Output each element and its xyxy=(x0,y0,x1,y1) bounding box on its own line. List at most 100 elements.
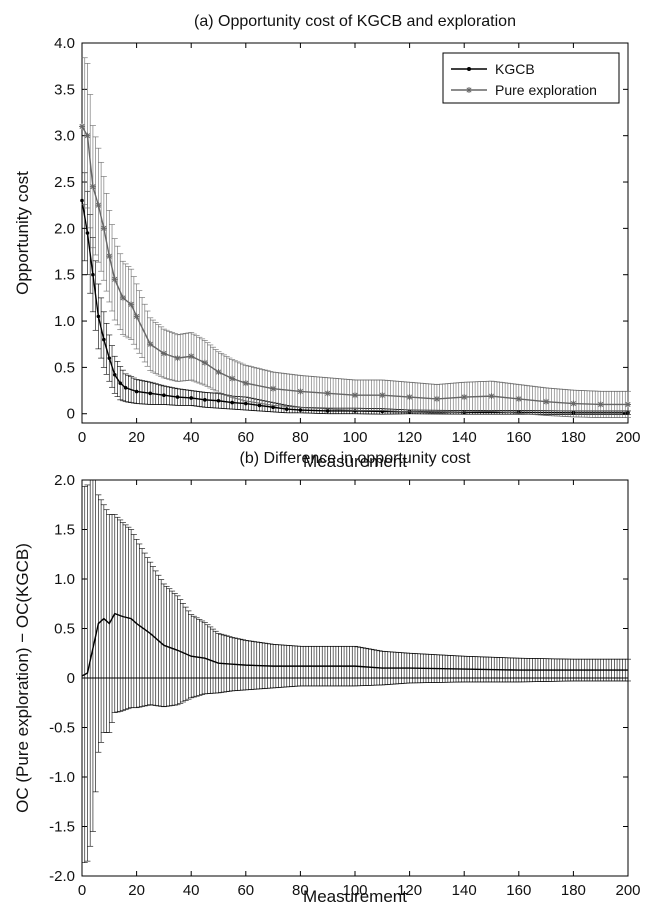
y-tick-label: 1.0 xyxy=(54,571,75,588)
data-point xyxy=(297,388,303,394)
legend-label: Pure exploration xyxy=(495,82,597,98)
data-point xyxy=(258,404,262,408)
data-point xyxy=(379,392,385,398)
y-tick-label: 0 xyxy=(67,670,75,687)
data-point xyxy=(270,386,276,392)
chart-title: (a) Opportunity cost of KGCB and explora… xyxy=(194,13,516,30)
y-tick-label: 0 xyxy=(67,406,75,423)
x-tick-label: 40 xyxy=(183,429,200,446)
data-point xyxy=(79,123,85,129)
data-point xyxy=(124,386,128,390)
x-tick-label: 160 xyxy=(506,882,531,899)
y-tick-label: -1.0 xyxy=(49,769,75,786)
x-tick-label: 140 xyxy=(452,882,477,899)
legend: KGCB Pure exploration xyxy=(443,53,619,103)
data-point xyxy=(102,338,106,342)
data-point xyxy=(244,402,248,406)
y-tick-label: -2.0 xyxy=(49,868,75,885)
data-point xyxy=(120,295,126,301)
x-tick-label: 20 xyxy=(128,882,145,899)
x-tick-label: 0 xyxy=(78,429,86,446)
data-point xyxy=(135,390,139,394)
data-point xyxy=(148,392,152,396)
x-tick-label: 160 xyxy=(506,429,531,446)
data-point xyxy=(325,390,331,396)
y-tick-label: 2.0 xyxy=(54,472,75,489)
data-point xyxy=(80,199,84,203)
data-point xyxy=(108,356,112,360)
chart-panel-b: (b) Difference in opportunity cost 0 20 40 6… xyxy=(13,450,641,905)
data-point xyxy=(95,202,101,208)
y-tick-label: -1.5 xyxy=(49,819,75,836)
y-tick-label: 1.5 xyxy=(54,267,75,284)
data-point xyxy=(625,401,631,407)
data-point xyxy=(543,399,549,405)
data-point xyxy=(598,401,604,407)
x-tick-label: 80 xyxy=(292,429,309,446)
data-point xyxy=(162,393,166,397)
data-point xyxy=(113,373,117,377)
data-point xyxy=(489,393,495,399)
data-point xyxy=(118,381,122,385)
y-tick-label: 0.5 xyxy=(54,621,75,638)
data-point xyxy=(203,398,207,402)
series-pure-exploration xyxy=(79,58,631,418)
data-point xyxy=(90,184,96,190)
data-point xyxy=(352,392,358,398)
data-point xyxy=(230,401,234,405)
legend-marker xyxy=(467,67,471,71)
y-tick-label: 4.0 xyxy=(54,35,75,52)
data-point xyxy=(91,273,95,277)
y-tick-label: 2.0 xyxy=(54,220,75,237)
data-point xyxy=(188,353,194,359)
x-tick-label: 200 xyxy=(615,882,640,899)
x-tick-label: 200 xyxy=(615,429,640,446)
data-point xyxy=(217,399,221,403)
data-point xyxy=(86,231,90,235)
chart-title: (b) Difference in opportunity cost xyxy=(240,450,471,467)
y-tick-label: 0.5 xyxy=(54,359,75,376)
data-point xyxy=(189,396,193,400)
data-point xyxy=(112,276,118,282)
data-point xyxy=(516,396,522,402)
legend-label: KGCB xyxy=(495,61,535,77)
data-point xyxy=(285,407,289,411)
data-point xyxy=(134,313,140,319)
data-point xyxy=(570,401,576,407)
data-point xyxy=(461,394,467,400)
data-point xyxy=(202,360,208,366)
x-axis-label: Measurement xyxy=(303,887,407,905)
data-point xyxy=(407,394,413,400)
y-tick-label: 3.0 xyxy=(54,128,75,145)
x-tick-label: 40 xyxy=(183,882,200,899)
data-point xyxy=(243,380,249,386)
y-tick-label: 1.5 xyxy=(54,522,75,539)
data-point xyxy=(229,376,235,382)
data-point xyxy=(84,133,90,139)
data-point xyxy=(161,350,167,356)
data-point xyxy=(434,396,440,402)
x-tick-label: 20 xyxy=(128,429,145,446)
x-tick-label: 180 xyxy=(561,882,586,899)
data-point xyxy=(175,355,181,361)
series-difference xyxy=(82,480,631,863)
x-tick-label: 120 xyxy=(397,429,422,446)
x-tick-label: 0 xyxy=(78,882,86,899)
y-tick-label: -0.5 xyxy=(49,720,75,737)
data-point xyxy=(271,405,275,409)
data-point xyxy=(147,341,153,347)
chart-panel-a: (a) Opportunity cost of KGCB and explora… xyxy=(13,13,641,471)
data-point xyxy=(216,369,222,375)
x-tick-label: 60 xyxy=(237,429,254,446)
x-tick-label: 140 xyxy=(452,429,477,446)
y-tick-label: 3.5 xyxy=(54,81,75,98)
x-tick-label: 100 xyxy=(342,429,367,446)
x-tick-label: 180 xyxy=(561,429,586,446)
y-axis-label: OC (Pure exploration) − OC(KGCB) xyxy=(13,543,32,813)
data-point xyxy=(326,409,330,413)
data-point xyxy=(101,225,107,231)
y-axis-label: Opportunity cost xyxy=(13,171,32,295)
data-point xyxy=(299,408,303,412)
data-point xyxy=(97,315,101,319)
